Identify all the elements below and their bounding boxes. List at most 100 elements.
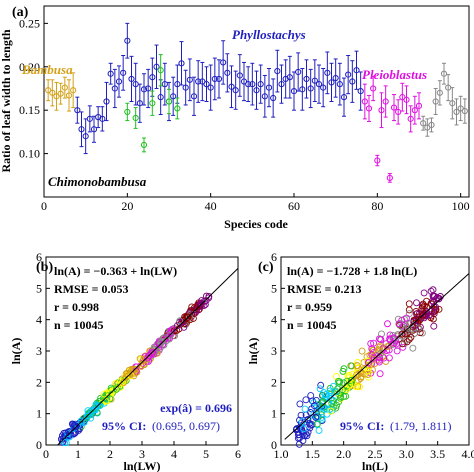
panel-b-ytick-label: 5 — [36, 281, 42, 295]
data-point — [328, 79, 335, 86]
panel-b-label: (b) — [36, 260, 53, 275]
data-point — [347, 376, 355, 384]
data-point — [299, 86, 306, 93]
data-point — [125, 366, 133, 374]
data-point — [59, 435, 67, 443]
data-point — [368, 345, 376, 353]
data-point — [449, 100, 456, 107]
data-point — [430, 293, 438, 301]
panel-b-ylabel: ln(A) — [9, 338, 23, 365]
data-point — [420, 302, 428, 310]
data-point — [147, 349, 155, 357]
data-point — [303, 432, 311, 440]
data-point — [306, 420, 313, 427]
data-point — [99, 115, 106, 122]
panel-b-xtick-label: 2 — [107, 447, 113, 461]
data-point — [385, 354, 393, 362]
panel-c-fit-line — [284, 273, 470, 440]
data-point — [317, 381, 325, 389]
data-point — [228, 83, 235, 90]
data-point — [336, 81, 343, 88]
data-point — [347, 379, 355, 387]
data-point — [328, 399, 336, 407]
panel-c-ytick-label: 0 — [271, 438, 277, 452]
data-point — [410, 330, 418, 337]
genus-label-bambusa: Bambusa — [21, 62, 73, 77]
data-point — [312, 413, 320, 421]
data-point — [149, 349, 157, 356]
data-point — [453, 108, 460, 116]
data-point — [340, 94, 348, 101]
data-point — [144, 354, 152, 362]
data-point — [354, 359, 362, 366]
data-point — [158, 338, 166, 346]
panel-a-ytick-label: 0.25 — [19, 16, 40, 30]
data-point — [364, 371, 372, 379]
data-point — [140, 141, 148, 149]
data-point — [145, 85, 152, 92]
panel-c-ytick-label: 1 — [271, 407, 277, 421]
panel-a-xtick-label: 60 — [288, 199, 300, 213]
data-point — [430, 322, 438, 330]
data-point — [332, 74, 339, 82]
data-point — [395, 320, 403, 328]
data-point — [174, 105, 181, 112]
data-point — [320, 84, 327, 91]
data-point — [334, 377, 342, 385]
panel-a-xtick-label: 100 — [452, 199, 470, 213]
data-point — [90, 126, 98, 133]
data-point — [149, 100, 156, 107]
data-point — [349, 370, 357, 378]
data-point — [201, 301, 209, 309]
data-point — [139, 357, 147, 365]
data-point — [140, 361, 148, 369]
data-point — [257, 81, 264, 88]
data-point — [189, 314, 197, 322]
data-point — [293, 425, 301, 432]
data-point — [195, 78, 202, 85]
data-point — [420, 289, 428, 297]
data-point — [232, 87, 239, 94]
data-point — [367, 340, 375, 348]
data-point — [328, 406, 336, 414]
data-point — [136, 100, 143, 107]
panel-a-ytick-label: 0.15 — [19, 103, 40, 117]
data-point — [336, 394, 344, 402]
data-point — [193, 303, 201, 311]
data-point — [112, 385, 120, 393]
data-point — [422, 310, 430, 318]
panel-b-ticks: 0 1 2 3 4 5 6 0 1 2 3 4 5 6 — [36, 250, 241, 461]
data-point — [186, 76, 193, 83]
data-point — [62, 429, 70, 437]
data-point — [178, 60, 185, 67]
data-point — [313, 402, 321, 410]
panel-b-ytick-label: 2 — [36, 375, 42, 389]
data-point — [184, 313, 192, 321]
panel-c-ytick-label: 2 — [271, 375, 277, 389]
data-point — [398, 330, 406, 338]
data-point — [304, 416, 312, 423]
data-point — [374, 157, 381, 164]
data-point — [124, 108, 131, 116]
panel-a-xtick-label: 80 — [371, 199, 383, 213]
data-point — [298, 418, 306, 426]
data-point — [403, 96, 410, 103]
data-point — [307, 392, 315, 400]
data-point — [345, 71, 352, 78]
data-point — [405, 300, 413, 308]
panel-c-equation: ln(A) = −1.728 + 1.8 ln(L) — [287, 264, 417, 278]
data-point — [329, 403, 337, 411]
genus-label-phyllostachys: Phyllostachys — [232, 27, 306, 42]
data-point — [100, 390, 108, 398]
data-point — [49, 89, 56, 96]
data-point — [57, 90, 64, 97]
data-point — [440, 70, 448, 77]
data-point — [65, 92, 73, 99]
data-point — [170, 327, 178, 334]
panel-a-xtick-label: 20 — [121, 199, 133, 213]
panel-c-n: n = 10045 — [287, 318, 337, 332]
data-point — [182, 84, 189, 91]
data-point — [224, 69, 231, 76]
panel-b-r: r = 0.998 — [54, 300, 99, 314]
data-point — [349, 380, 357, 388]
